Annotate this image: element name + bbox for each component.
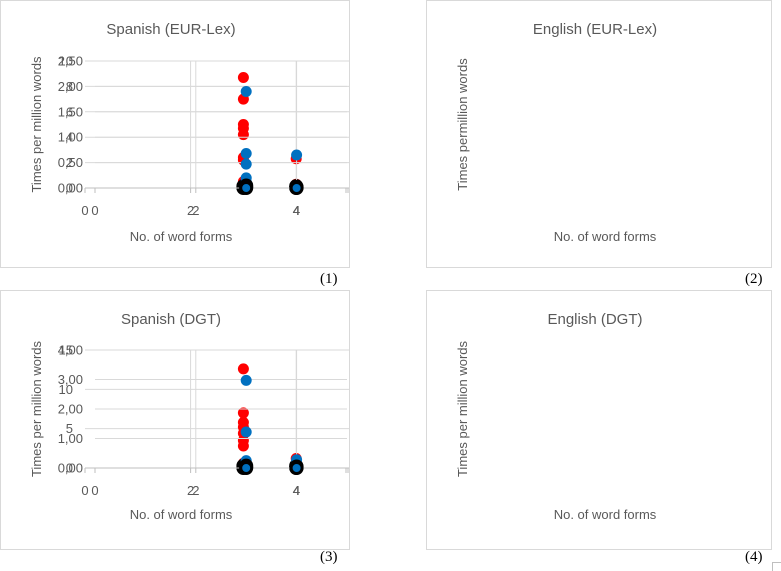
y-tick-label: 2,50 (58, 54, 83, 69)
y-axis-label: Times per million words (29, 56, 44, 193)
chart-title: English (DGT) (547, 311, 642, 328)
y-tick-label: 1,50 (58, 104, 83, 119)
x-tick-label: 2 (192, 203, 199, 218)
data-point (237, 129, 249, 141)
scatter-plot: English (DGT) 0,00 1,00 2,00 3,00 4,00 0 2 4 No. … (58, 311, 657, 522)
chart-panel-3: Spanish (DGT) 0 5 10 15 0 2 4 No. of word forms T… (0, 290, 350, 550)
y-tick-label: 0,50 (58, 155, 83, 170)
data-point (237, 440, 249, 452)
panel-label-4: (4) (745, 549, 763, 565)
x-tick-label: 2 (187, 203, 194, 218)
x-tick-label: 0 (81, 203, 88, 218)
scatter-plot: English (EUR-Lex) 0,00 0,50 1,00 1,50 2,00 2,5… (58, 21, 657, 244)
y-tick-label: 10 (59, 54, 73, 69)
x-tick-label: 4 (293, 483, 300, 498)
y-tick-label: 0,00 (58, 461, 83, 476)
x-axis-label: No. of word forms (130, 229, 233, 244)
data-point (240, 374, 252, 386)
chart-panel-2: English (EUR-Lex) 0,00 0,50 1,00 1,50 2,00 2,5… (58, 0, 772, 268)
y-tick-label: 10 (59, 382, 73, 397)
y-axis-label: Times per million words (455, 340, 470, 477)
y-tick-label: 0,00 (58, 181, 83, 196)
x-tick-label: 0 (81, 483, 88, 498)
y-tick-label: 3,00 (58, 372, 83, 387)
y-tick-label: 1,00 (58, 130, 83, 145)
data-point (291, 149, 303, 161)
chart-title: Spanish (DGT) (121, 311, 221, 328)
x-tick-label: 2 (192, 483, 199, 498)
y-axis-label: Times permillion words (455, 58, 470, 191)
scatter-plot: Spanish (EUR-Lex) 0 2 4 6 8 10 0 2 4 No. of word f… (29, 21, 349, 244)
panel-label-3: (3) (320, 549, 338, 565)
data-point (237, 72, 249, 84)
chart-panel-1: Spanish (EUR-Lex) 0 2 4 6 8 10 0 2 4 No. of word f… (0, 0, 350, 268)
y-tick-label: 0 (66, 461, 73, 476)
panel-label-1: (1) (320, 271, 338, 287)
y-axis-label: Times per million words (29, 340, 44, 477)
y-tick-label: 8 (66, 79, 73, 94)
y-tick-label: 0 (66, 181, 73, 196)
y-tick-label: 2,00 (58, 402, 83, 417)
data-point (239, 461, 254, 475)
chart-title: English (EUR-Lex) (533, 21, 657, 38)
data-point (239, 181, 254, 195)
x-axis-label: No. of word forms (554, 507, 657, 522)
y-tick-label: 4,00 (58, 343, 83, 358)
x-tick-label: 2 (187, 483, 194, 498)
data-point (240, 426, 252, 438)
y-tick-label: 2 (66, 155, 73, 170)
x-tick-label: 0 (91, 203, 98, 218)
y-tick-label: 1,00 (58, 431, 83, 446)
x-axis-label: No. of word forms (554, 229, 657, 244)
chart-title: Spanish (EUR-Lex) (106, 21, 235, 38)
data-point (240, 147, 252, 159)
scatter-plot: Spanish (DGT) 0 5 10 15 0 2 4 No. of word forms T… (29, 311, 349, 522)
data-point (289, 461, 304, 475)
y-tick-label: 2,00 (58, 79, 83, 94)
data-point (289, 181, 304, 195)
resize-corner-icon (772, 562, 781, 571)
y-tick-label: 5 (66, 421, 73, 436)
panel-label-2: (2) (745, 271, 763, 287)
chart-panel-4: English (DGT) 0,00 1,00 2,00 3,00 4,00 0 2 4 No. … (58, 290, 772, 550)
x-tick-label: 0 (91, 483, 98, 498)
data-point (237, 407, 249, 419)
x-tick-label: 4 (293, 203, 300, 218)
data-point (240, 85, 252, 97)
x-axis-label: No. of word forms (130, 507, 233, 522)
y-tick-label: 4 (66, 130, 73, 145)
x-tick-label: 4 (293, 203, 300, 218)
y-tick-label: 15 (59, 343, 73, 358)
x-tick-label: 4 (293, 483, 300, 498)
data-point (240, 158, 252, 170)
data-point (237, 363, 249, 375)
y-tick-label: 6 (66, 104, 73, 119)
